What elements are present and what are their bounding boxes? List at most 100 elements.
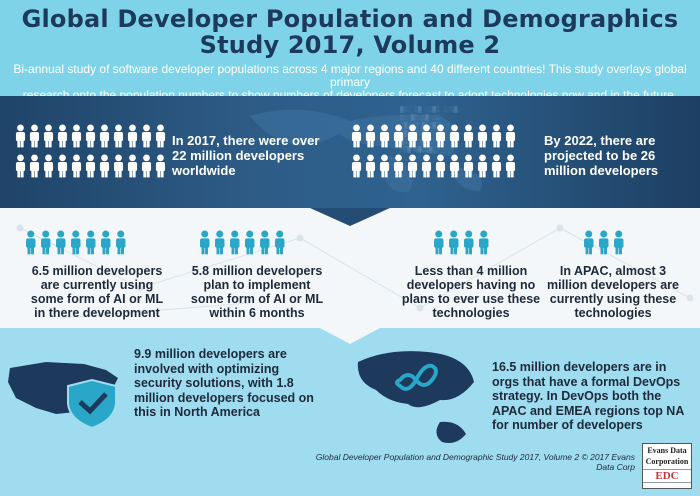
person-icon xyxy=(101,230,111,255)
person-icon xyxy=(41,230,51,255)
person-icon xyxy=(407,124,418,148)
person-icon xyxy=(434,230,444,255)
person-icon xyxy=(421,154,432,178)
devops-line: 16.5 million developers are in xyxy=(492,360,667,374)
section-pointer xyxy=(320,328,380,344)
person-icon xyxy=(29,124,40,148)
person-icon xyxy=(351,124,362,148)
person-icon xyxy=(155,124,166,148)
person-icon xyxy=(26,230,36,255)
person-icon xyxy=(15,154,26,178)
person-icon xyxy=(71,230,81,255)
card-line: Less than 4 million xyxy=(414,264,528,278)
person-icon xyxy=(351,154,362,178)
logo-mark: EDC xyxy=(643,469,691,483)
person-icon xyxy=(155,154,166,178)
person-icon xyxy=(421,124,432,148)
card-line: technologies xyxy=(432,306,510,320)
person-icon xyxy=(505,154,516,178)
stat-2017-line: In 2017, there were over xyxy=(172,133,320,148)
logo-line-2: Corporation xyxy=(645,457,689,466)
usa-shield-icon xyxy=(8,362,118,430)
card-line: 5.8 million developers xyxy=(191,264,323,278)
person-icon xyxy=(449,154,460,178)
person-icon xyxy=(56,230,66,255)
stat-2017-line: 22 million developers xyxy=(172,148,305,163)
evans-data-logo: Evans Data Corporation EDC xyxy=(642,443,692,489)
person-icon xyxy=(85,124,96,148)
person-icon xyxy=(71,124,82,148)
person-icon xyxy=(99,124,110,148)
card-ai-current: 6.5 million developers are currently usi… xyxy=(12,264,182,320)
person-icon xyxy=(275,230,285,255)
person-icon xyxy=(86,230,96,255)
person-icon xyxy=(379,154,390,178)
person-icon xyxy=(614,230,624,255)
card-apac: In APAC, almost 3 million developers are… xyxy=(528,264,698,320)
person-icon xyxy=(141,154,152,178)
person-icon xyxy=(200,230,210,255)
person-icon xyxy=(365,124,376,148)
network-background xyxy=(16,224,694,319)
person-icon xyxy=(393,124,404,148)
person-icon xyxy=(116,230,126,255)
person-icon xyxy=(43,124,54,148)
person-icon xyxy=(449,124,460,148)
no-plans-icons xyxy=(434,230,489,255)
ai-ml-section: 6.5 million developers are currently usi… xyxy=(0,208,700,328)
person-icon xyxy=(15,124,26,148)
person-icon xyxy=(505,124,516,148)
stat-2017-line: worldwide xyxy=(172,163,236,178)
ai-users-icons xyxy=(26,230,126,255)
person-icon xyxy=(113,124,124,148)
stat-2022-line: By 2022, there are xyxy=(544,133,656,148)
person-icon xyxy=(29,154,40,178)
security-line: security solutions, with 1.8 xyxy=(134,376,294,390)
card-line: million developers are xyxy=(547,278,679,292)
security-line: involved with optimizing xyxy=(134,361,280,376)
security-line: million developers focused on xyxy=(134,390,314,405)
card-line: some form of AI or ML xyxy=(190,292,324,306)
card-line: within 6 months xyxy=(209,306,305,320)
card-line: developers having no xyxy=(406,278,536,292)
person-icon xyxy=(113,154,124,178)
person-icon xyxy=(260,230,270,255)
person-icon xyxy=(479,230,489,255)
devops-line: orgs that have a formal DevOps xyxy=(492,374,681,389)
devops-stat: 16.5 million developers are in orgs that… xyxy=(492,360,684,433)
subtitle-line-1: Bi-annual study of software developer po… xyxy=(13,62,687,89)
code-texture: ▓▒░ ▒▓ ░▒▓▒ ░░▒▓ ▒░ ▓▒░▒▓ ░▒ ░▓▒░▒ ▓░▒▓▒░ ▒… xyxy=(400,106,458,153)
logo-line-1: Evans Data xyxy=(647,446,687,455)
band-pointer xyxy=(310,208,390,226)
card-line: currently using these xyxy=(549,292,677,306)
card-line: in there development xyxy=(34,306,160,320)
person-icon xyxy=(435,124,446,148)
person-icon xyxy=(245,230,255,255)
card-line: In APAC, almost 3 xyxy=(559,264,667,278)
security-devops-section: 9.9 million developers are involved with… xyxy=(0,328,700,496)
person-icon xyxy=(57,124,68,148)
page-title: Global Developer Population and Demograp… xyxy=(0,6,700,58)
footer-citation: Global Developer Population and Demograp… xyxy=(315,452,635,472)
security-stat: 9.9 million developers are involved with… xyxy=(134,347,314,420)
card-ai-planned: 5.8 million developers plan to implement… xyxy=(172,264,342,320)
person-icon xyxy=(71,154,82,178)
person-icon xyxy=(127,124,138,148)
devops-line: strategy. In DevOps both the xyxy=(492,389,662,403)
card-no-plans: Less than 4 million developers having no… xyxy=(386,264,556,320)
person-icon xyxy=(127,154,138,178)
card-line: are currently using xyxy=(40,278,154,292)
person-icon xyxy=(491,124,502,148)
card-line: plans to ever use these xyxy=(401,292,541,306)
person-icon xyxy=(435,154,446,178)
person-icon xyxy=(407,154,418,178)
person-icon xyxy=(491,154,502,178)
stat-2022-line: million developers xyxy=(544,163,659,178)
card-line: some form of AI or ML xyxy=(30,292,164,306)
person-icon xyxy=(85,154,96,178)
title-line-2: Study 2017, Volume 2 xyxy=(199,31,501,59)
person-icon xyxy=(477,124,488,148)
stat-2022: By 2022, there are projected to be 26 mi… xyxy=(544,133,658,178)
devops-line: for number of developers xyxy=(492,418,643,432)
apac-icons xyxy=(584,230,624,255)
